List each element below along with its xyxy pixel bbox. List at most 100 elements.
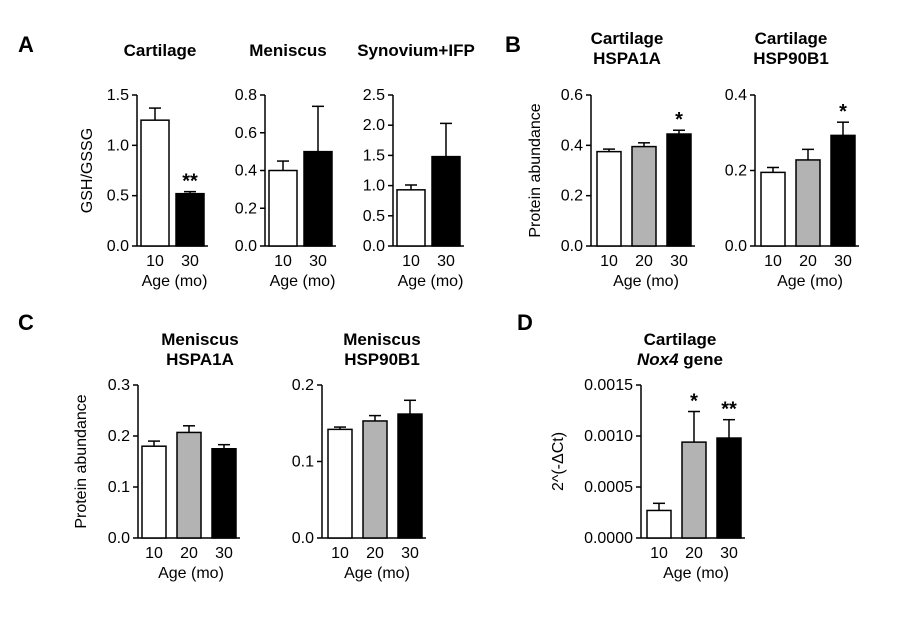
y-tick-label: 0.6 xyxy=(235,125,257,142)
y-axis-label: Protein abundance xyxy=(527,103,544,237)
y-tick-label: 0.2 xyxy=(725,163,747,180)
x-tick-label: 20 xyxy=(635,253,653,270)
x-tick-label: 20 xyxy=(180,545,198,562)
panel-letter-c: C xyxy=(18,310,34,335)
y-tick-label: 0.0 xyxy=(363,238,385,255)
bar xyxy=(397,413,423,539)
y-tick-label: 0.0 xyxy=(107,238,129,255)
significance-mark: ** xyxy=(182,171,198,193)
x-tick-label: 30 xyxy=(720,545,738,562)
bar xyxy=(268,169,298,247)
y-tick-label: 1.5 xyxy=(363,147,385,164)
significance-mark: * xyxy=(675,109,683,131)
chart-title: Cartilage xyxy=(124,41,197,60)
x-axis-label: Age (mo) xyxy=(663,565,729,582)
y-tick-label: 0.5 xyxy=(363,208,385,225)
y-tick-label: 0.0000 xyxy=(584,530,633,547)
y-tick-label: 0.0 xyxy=(108,530,130,547)
x-tick-label: 10 xyxy=(145,545,163,562)
chart-title: Meniscus xyxy=(343,330,420,349)
bar xyxy=(830,134,856,247)
chart-title: HSPA1A xyxy=(166,350,234,369)
x-axis-label: Age (mo) xyxy=(777,273,843,290)
significance-mark: * xyxy=(839,101,847,123)
x-axis-label: Age (mo) xyxy=(142,273,208,290)
bar xyxy=(646,509,672,539)
bar xyxy=(141,445,167,539)
chart-title: Meniscus xyxy=(161,330,238,349)
x-tick-label: 20 xyxy=(366,545,384,562)
y-tick-label: 0.6 xyxy=(561,87,583,104)
x-tick-label: 30 xyxy=(181,253,199,270)
x-tick-label: 30 xyxy=(309,253,327,270)
chart-title: Cartilage xyxy=(591,29,664,48)
y-tick-label: 0.4 xyxy=(725,87,747,104)
y-axis-label: GSH/GSSG xyxy=(79,128,96,213)
y-tick-label: 1.0 xyxy=(107,137,129,154)
y-tick-label: 0.0 xyxy=(292,530,314,547)
x-tick-label: 30 xyxy=(401,545,419,562)
bar xyxy=(362,420,388,539)
y-axis-label: Protein abundance xyxy=(73,394,90,528)
bar xyxy=(396,189,426,247)
y-tick-label: 0.2 xyxy=(235,200,257,217)
y-tick-label: 0.2 xyxy=(292,377,314,394)
y-tick-label: 1.5 xyxy=(107,87,129,104)
x-axis-label: Age (mo) xyxy=(158,565,224,582)
chart-title: HSP90B1 xyxy=(344,350,420,369)
bar xyxy=(303,150,333,247)
y-tick-label: 0.0 xyxy=(561,238,583,255)
x-tick-label: 20 xyxy=(799,253,817,270)
y-tick-label: 0.4 xyxy=(235,163,257,180)
bar xyxy=(681,441,707,539)
bar xyxy=(327,428,353,539)
y-tick-label: 0.8 xyxy=(235,87,257,104)
y-tick-label: 0.3 xyxy=(108,377,130,394)
x-tick-label: 10 xyxy=(650,545,668,562)
y-tick-label: 0.4 xyxy=(561,137,583,154)
x-tick-label: 10 xyxy=(146,253,164,270)
bar xyxy=(666,133,692,247)
bar xyxy=(596,150,622,247)
x-axis-label: Age (mo) xyxy=(344,565,410,582)
x-axis-label: Age (mo) xyxy=(270,273,336,290)
chart-title: Cartilage xyxy=(755,29,828,48)
significance-mark: * xyxy=(690,391,698,413)
y-tick-label: 0.1 xyxy=(292,454,314,471)
x-axis-label: Age (mo) xyxy=(613,273,679,290)
chart-1: Cartilage 0.0 0.5 1.0 1.5 10 30 ** Age (mo) GSH/G… xyxy=(79,41,208,290)
bar xyxy=(140,119,170,247)
bar xyxy=(211,448,237,539)
x-tick-label: 10 xyxy=(600,253,618,270)
chart-title-rest: gene xyxy=(679,350,723,369)
chart-2: Meniscus 0.0 0.2 0.4 0.6 0.8 10 30 Age (mo) xyxy=(235,41,336,290)
chart-title: HSP90B1 xyxy=(753,49,829,68)
y-tick-label: 0.0 xyxy=(235,238,257,255)
x-tick-label: 30 xyxy=(834,253,852,270)
x-tick-label: 10 xyxy=(331,545,349,562)
x-tick-label: 30 xyxy=(437,253,455,270)
bar xyxy=(431,155,461,247)
chart-title: Synovium+IFP xyxy=(357,41,475,60)
x-tick-label: 20 xyxy=(685,545,703,562)
bar xyxy=(175,192,205,247)
bar xyxy=(795,159,821,247)
panel-letter-b: B xyxy=(505,32,521,57)
bar xyxy=(176,431,202,539)
panel-letter-d: D xyxy=(517,310,533,335)
x-tick-label: 10 xyxy=(402,253,420,270)
x-tick-label: 10 xyxy=(764,253,782,270)
chart-title: Cartilage xyxy=(644,330,717,349)
y-tick-label: 0.0010 xyxy=(584,428,633,445)
bar xyxy=(760,171,786,247)
y-tick-label: 0.2 xyxy=(561,188,583,205)
y-tick-label: 0.1 xyxy=(108,479,130,496)
y-tick-label: 0.0015 xyxy=(584,377,633,394)
